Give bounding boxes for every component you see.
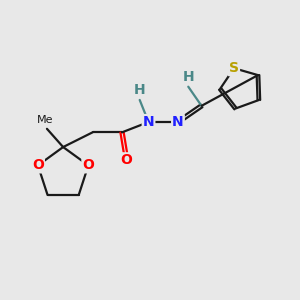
Text: N: N bbox=[143, 115, 154, 129]
Text: O: O bbox=[32, 158, 44, 172]
Text: S: S bbox=[229, 61, 239, 75]
Text: O: O bbox=[121, 153, 132, 167]
Text: Me: Me bbox=[37, 115, 54, 125]
Text: N: N bbox=[172, 115, 184, 129]
Text: O: O bbox=[82, 158, 94, 172]
Text: H: H bbox=[182, 70, 194, 84]
Text: H: H bbox=[134, 83, 146, 97]
